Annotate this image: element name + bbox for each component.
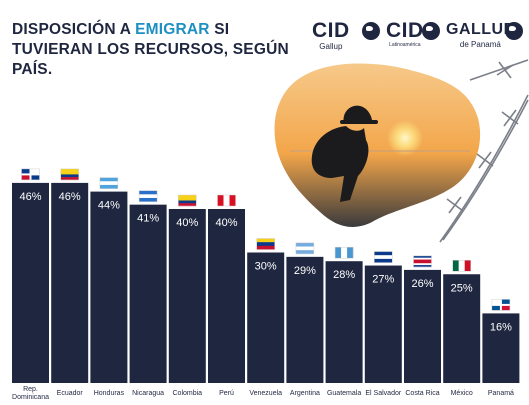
category-label: Guatemala — [327, 390, 361, 397]
bar-nicaragua — [129, 204, 167, 383]
gallup-logo-subtext: de Panamá — [459, 40, 501, 49]
nicaragua-flag-icon — [138, 190, 158, 202]
category-label: Costa Rica — [405, 390, 439, 397]
bar-value-label: 30% — [255, 261, 277, 273]
sun — [387, 120, 423, 156]
category-label: Colombia — [173, 390, 203, 397]
barbed-wire — [439, 59, 529, 243]
category-label: El Salvador — [365, 390, 401, 397]
costa-rica-flag-icon — [413, 255, 432, 268]
bar-value-label: 40% — [215, 217, 237, 229]
gallup-panama-logo: GALLUP de Panamá — [446, 20, 515, 49]
el-salvador-flag-icon — [374, 251, 393, 263]
cid-latinoamerica-logo: CID Latinoamérica — [386, 19, 424, 49]
bar-venezuela — [247, 252, 285, 383]
category-label: Perú — [219, 390, 234, 397]
cid-latino-logo-text: CID — [386, 19, 424, 42]
person-silhouette-icon — [311, 105, 378, 202]
bar-value-label: 41% — [137, 213, 159, 225]
bar-guatemala — [325, 261, 363, 383]
bar-argentina — [286, 256, 324, 383]
category-label: Ecuador — [57, 390, 84, 397]
bar-ecuador — [51, 182, 89, 383]
category-label: Argentina — [290, 390, 320, 397]
category-label: Panamá — [488, 390, 514, 397]
bar-value-label: 46% — [19, 191, 41, 203]
bar-méxico — [443, 274, 481, 383]
bar-honduras — [90, 191, 128, 383]
globe-icon — [422, 22, 440, 40]
bar-value-label: 16% — [490, 321, 512, 333]
cid-gallup-logo-subtext: Gallup — [319, 42, 343, 51]
bar-colombia — [168, 209, 206, 383]
title-part1: DISPOSICIÓN A — [12, 21, 136, 38]
title-highlight: EMIGRAR — [135, 21, 210, 38]
title-part2: SI TUVIERAN LOS RECURSOS, SEGÚN PAÍS. — [12, 21, 289, 78]
chart-title: DISPOSICIÓN A EMIGRAR SI TUVIERAN LOS RE… — [12, 20, 312, 80]
guatemala-flag-icon — [334, 246, 354, 259]
bar-value-label: 40% — [176, 217, 198, 229]
bar-rep-dominicana — [12, 182, 49, 383]
bar-perú — [208, 209, 245, 383]
heart-frame — [274, 63, 481, 227]
venezuela-flag-icon — [256, 238, 275, 250]
bar-value-label: 27% — [372, 274, 394, 286]
dominican-republic-flag-icon — [21, 168, 40, 181]
cid-latino-logo-subtext: Latinoamérica — [389, 42, 421, 48]
bar-value-label: 25% — [451, 282, 473, 294]
bar-panamá — [482, 313, 520, 383]
honduras-flag-icon — [99, 177, 119, 189]
peru-flag-icon — [217, 194, 236, 207]
globe-icon — [362, 22, 380, 40]
category-label: Honduras — [94, 390, 125, 397]
logo-strip: CID Gallup CID Latinoamérica GALLUP de P… — [310, 20, 525, 60]
category-label: Nicaragua — [132, 390, 164, 397]
bar-costa-rica — [404, 269, 441, 383]
category-label: México — [451, 390, 473, 397]
colombia-flag-icon — [178, 194, 197, 207]
bar-value-label: 46% — [59, 191, 81, 203]
bar-value-label: 44% — [98, 200, 120, 212]
mexico-flag-icon — [452, 260, 471, 272]
cid-gallup-logo: CID Gallup — [312, 19, 350, 52]
bar-value-label: 28% — [333, 269, 355, 281]
bar-value-label: 26% — [411, 278, 433, 290]
gallup-logo-text: GALLUP — [446, 21, 515, 38]
globe-icon — [505, 22, 523, 40]
category-label: Venezuela — [249, 390, 282, 397]
bar-value-label: 29% — [294, 265, 316, 277]
bar-el-salvador — [364, 265, 402, 383]
sea — [290, 150, 470, 152]
cid-gallup-logo-text: CID — [312, 19, 350, 42]
ecuador-flag-icon — [60, 168, 79, 181]
argentina-flag-icon — [295, 242, 315, 255]
category-label: Rep. Dominicana — [12, 386, 49, 401]
panama-flag-icon — [491, 299, 511, 311]
